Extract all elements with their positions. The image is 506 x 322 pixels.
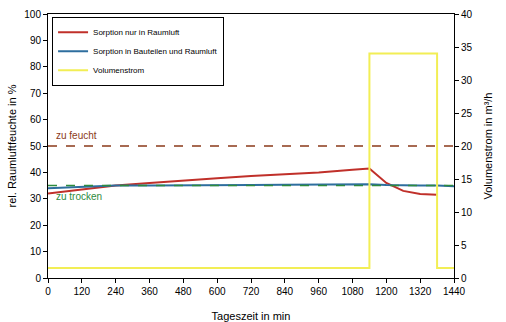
svg-text:0: 0: [45, 286, 51, 297]
svg-text:25: 25: [461, 108, 473, 119]
svg-text:40: 40: [30, 167, 42, 178]
svg-text:100: 100: [24, 9, 41, 20]
svg-text:35: 35: [461, 42, 473, 53]
svg-text:80: 80: [30, 61, 42, 72]
svg-text:1080: 1080: [341, 286, 364, 297]
svg-text:20: 20: [30, 220, 42, 231]
svg-text:60: 60: [30, 114, 42, 125]
svg-text:10: 10: [30, 246, 42, 257]
svg-text:30: 30: [30, 193, 42, 204]
svg-text:120: 120: [73, 286, 90, 297]
svg-text:1440: 1440: [443, 286, 466, 297]
svg-text:5: 5: [461, 240, 467, 251]
svg-text:Tageszeit in min: Tageszeit in min: [212, 310, 291, 322]
svg-text:Volumenstrom: Volumenstrom: [93, 66, 144, 75]
svg-text:rel. Raumluftfeuchte in %: rel. Raumluftfeuchte in %: [6, 84, 18, 207]
svg-text:600: 600: [209, 286, 226, 297]
svg-text:20: 20: [461, 141, 473, 152]
svg-text:zu feucht: zu feucht: [56, 130, 97, 141]
svg-text:840: 840: [276, 286, 293, 297]
svg-text:360: 360: [141, 286, 158, 297]
svg-text:zu trocken: zu trocken: [56, 191, 102, 202]
svg-text:1320: 1320: [409, 286, 432, 297]
svg-text:240: 240: [107, 286, 124, 297]
svg-text:Volumenstrom in m³/h: Volumenstrom in m³/h: [482, 93, 494, 200]
svg-text:90: 90: [30, 35, 42, 46]
svg-text:960: 960: [310, 286, 327, 297]
svg-text:1200: 1200: [375, 286, 398, 297]
svg-text:30: 30: [461, 75, 473, 86]
svg-text:10: 10: [461, 207, 473, 218]
svg-text:Sorption in Bauteilen und Raum: Sorption in Bauteilen und Raumluft: [93, 47, 217, 56]
svg-text:40: 40: [461, 9, 473, 20]
svg-text:720: 720: [243, 286, 260, 297]
svg-text:480: 480: [175, 286, 192, 297]
svg-text:15: 15: [461, 174, 473, 185]
svg-text:70: 70: [30, 88, 42, 99]
svg-text:0: 0: [461, 273, 467, 284]
svg-text:Sorption nur in Raumluft: Sorption nur in Raumluft: [93, 28, 180, 37]
svg-text:50: 50: [30, 141, 42, 152]
svg-text:0: 0: [35, 273, 41, 284]
